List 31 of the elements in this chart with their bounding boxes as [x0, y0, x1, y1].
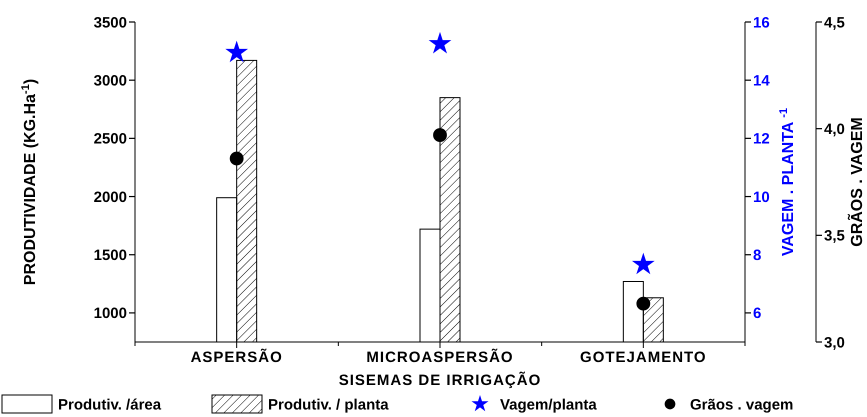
x-axis-title: SISEMAS DE IRRIGAÇÃO: [338, 371, 542, 389]
y3-tick-label: 4,0: [824, 120, 845, 138]
y-tick-label: 2500: [94, 130, 127, 148]
legend-label: Vagem/planta: [500, 396, 598, 414]
y3-tick-label: 3,5: [824, 228, 845, 245]
x-tick-label: MICROASPERSÃO: [366, 348, 514, 366]
y2-tick-label: 12: [753, 130, 770, 148]
x-tick-label: ASPERSÃO: [190, 348, 283, 366]
y-tick-label: 3000: [94, 72, 127, 90]
y-tick-label: 1500: [94, 246, 127, 264]
legend-label: Grãos . vagem: [690, 396, 794, 414]
point: [230, 152, 244, 166]
legend-label: Produtiv. / planta: [268, 396, 390, 414]
y3-axis-title: GRÃOS . VAGEM: [847, 117, 866, 247]
point: [225, 40, 248, 62]
y-tick-label: 1000: [94, 305, 127, 322]
x-tick-label: GOTEJAMENTO: [580, 349, 707, 366]
y2-tick-label: 10: [753, 188, 770, 206]
y3-tick-label: 3,0: [824, 334, 845, 352]
y2-tick-label: 14: [753, 72, 770, 90]
y3-tick-label: 4,5: [824, 14, 845, 32]
point: [428, 32, 452, 54]
legend-label: Produtiv. /área: [58, 396, 162, 414]
point: [433, 128, 447, 142]
y-tick-label: 2000: [94, 188, 127, 206]
y-tick-label: 3500: [94, 14, 127, 32]
y2-tick-label: 8: [753, 246, 762, 264]
y2-tick-label: 16: [753, 14, 770, 32]
point: [636, 296, 650, 310]
point: [632, 252, 655, 274]
y2-tick-label: 6: [753, 305, 762, 322]
